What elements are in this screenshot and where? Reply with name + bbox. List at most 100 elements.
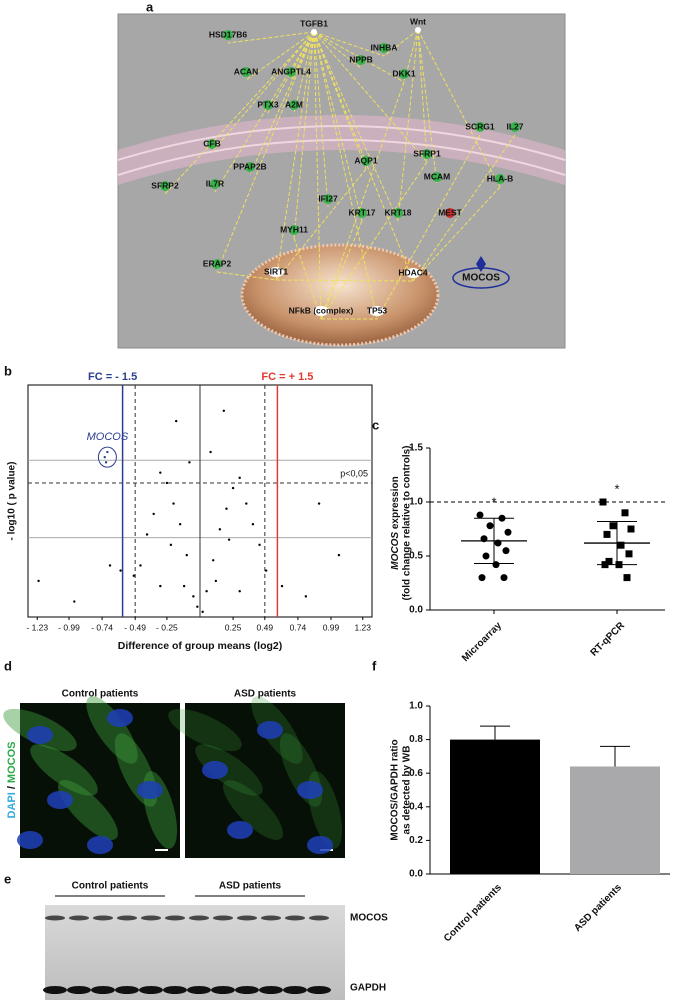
y-tick-label: 0.6 [409, 768, 423, 779]
node-symbol [510, 122, 520, 132]
node-symbol [399, 69, 409, 79]
data-point [174, 419, 178, 423]
stain-texture [223, 780, 283, 840]
node-label: MYH11 [280, 224, 308, 234]
data-point [201, 610, 204, 614]
data-point [192, 595, 195, 598]
fc-label: FC = + 1.5 [261, 371, 313, 383]
data-point [500, 574, 508, 582]
x-tick-label: 0.25 [225, 622, 242, 632]
panel-letter: d [4, 658, 12, 673]
y-axis-label: as detected by WB [402, 746, 413, 835]
node-label: AQP1 [354, 155, 377, 165]
data-point [214, 579, 218, 583]
x-tick-label: RT-qPCR [589, 620, 628, 659]
node-symbol [356, 55, 366, 65]
node-label: ANGPTL4 [271, 66, 311, 76]
data-point [132, 574, 136, 577]
group-label: Control patients [72, 881, 149, 892]
network-edge [293, 237, 322, 320]
data-point [337, 553, 341, 557]
network-edge [313, 31, 378, 320]
network-edge [249, 31, 315, 176]
data-point [599, 498, 607, 506]
x-tick-label: 0.99 [323, 622, 340, 632]
node-label: SIRT1 [264, 266, 288, 276]
highlight-label: MOCOS [87, 431, 129, 443]
network-edge [211, 31, 315, 153]
network-edge [293, 31, 315, 114]
nucleus-stain [297, 781, 323, 799]
stain-texture [195, 744, 263, 796]
node-label: KRT17 [349, 207, 376, 217]
band [307, 986, 331, 994]
nucleus-stain [107, 709, 133, 727]
node-label: A2M [285, 99, 303, 109]
band [235, 986, 259, 994]
band [213, 915, 233, 921]
data-point [108, 564, 112, 567]
column-label: ASD patients [234, 689, 297, 700]
y-axis-label: - log10 ( p value) [7, 462, 18, 541]
nucleus [240, 243, 440, 347]
x-tick-label: Control patients [442, 882, 504, 944]
data-point [188, 461, 191, 464]
y-axis-label-part: expression [390, 476, 401, 532]
node-symbol [323, 194, 333, 204]
data-point [172, 502, 175, 505]
x-tick-label: - 0.25 [156, 622, 178, 632]
network-edge [164, 31, 315, 195]
data-point [504, 528, 512, 536]
data-point [139, 564, 142, 567]
y-tick-label: 1.5 [409, 443, 423, 454]
band [67, 986, 91, 994]
node-label: MEST [438, 207, 462, 217]
nucleus-stain [17, 831, 43, 849]
data-point [304, 595, 308, 598]
panel-letter: a [146, 0, 154, 14]
data-point [482, 552, 490, 560]
band [69, 915, 89, 921]
node-symbol [241, 67, 251, 77]
data-point [73, 600, 76, 603]
node-symbol [223, 30, 233, 40]
network-edge [313, 31, 414, 282]
node-symbol [361, 156, 371, 166]
data-point [502, 547, 510, 555]
node-label: KRT18 [385, 207, 412, 217]
y-axis-label: (fold change relative to controls) [402, 445, 413, 600]
nucleus-stain [47, 791, 73, 809]
band [259, 986, 283, 994]
y-tick-label: 0.8 [409, 734, 423, 745]
network-edge [313, 31, 362, 69]
band [211, 986, 235, 994]
side-label-part: DAPI [6, 792, 18, 818]
node-label: ACAN [234, 66, 259, 76]
node-label: HSD17B6 [209, 29, 248, 39]
side-label-part: / [6, 783, 18, 792]
data-point [238, 476, 241, 479]
band [283, 986, 307, 994]
band [139, 986, 163, 994]
band [141, 915, 161, 921]
data-point [623, 574, 631, 582]
band-label: GAPDH [350, 983, 386, 994]
band [93, 915, 113, 921]
node-label: IL7R [206, 178, 224, 188]
node-symbol [289, 100, 299, 110]
group-label: ASD patients [219, 881, 282, 892]
band [163, 986, 187, 994]
node-symbol [422, 149, 432, 159]
data-point [185, 553, 188, 557]
network-edge [267, 31, 315, 114]
data-point [218, 528, 222, 531]
data-point [145, 533, 149, 536]
network-edge [216, 271, 277, 281]
network-edge [313, 31, 385, 57]
data-point [104, 461, 108, 464]
data-point [478, 574, 486, 582]
data-point [251, 523, 255, 526]
network-panel: TGFB1 Wnt HSD17B6 INHBA NPPB DKK1 ACAN ANGPTL4 P… [117, 13, 566, 349]
y-tick-label: 0.2 [409, 835, 423, 846]
